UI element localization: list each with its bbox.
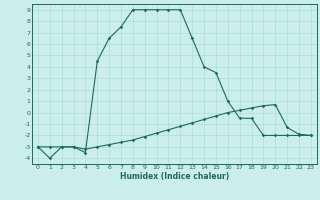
X-axis label: Humidex (Indice chaleur): Humidex (Indice chaleur) [120,172,229,181]
